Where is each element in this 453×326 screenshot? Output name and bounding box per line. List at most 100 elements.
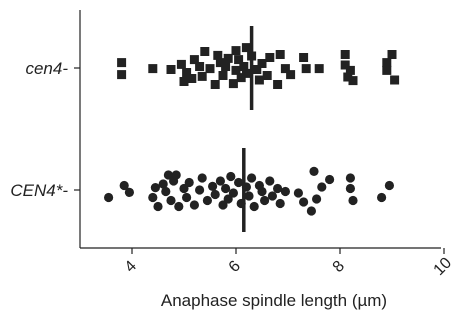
data-point-square <box>231 65 241 75</box>
data-point-circle <box>182 192 192 203</box>
data-point-circle <box>273 183 283 194</box>
data-point-circle <box>161 186 171 197</box>
data-point-circle <box>275 198 285 209</box>
data-point-circle <box>150 183 160 193</box>
data-point-circle <box>163 170 173 180</box>
data-point-circle <box>317 182 327 192</box>
data-point-square <box>390 75 400 85</box>
data-point-circle <box>153 201 163 212</box>
data-point-square <box>273 80 283 89</box>
data-point-square <box>314 64 324 74</box>
data-point-circle <box>348 195 358 206</box>
data-point-square <box>252 65 262 74</box>
data-point-square <box>340 50 350 59</box>
data-point-circle <box>184 177 194 188</box>
data-point-circle <box>309 166 319 176</box>
data-point-circle <box>345 183 355 194</box>
data-point-square <box>345 65 355 75</box>
data-point-square <box>254 75 264 85</box>
data-point-square <box>228 79 238 89</box>
data-point-circle <box>267 191 277 201</box>
data-point-circle <box>124 187 134 197</box>
x-tick-label: 6 <box>226 258 244 276</box>
data-point-square <box>286 70 296 80</box>
data-point-square <box>187 74 197 83</box>
data-point-circle <box>208 181 218 191</box>
data-point-square <box>236 73 246 83</box>
data-point-square <box>200 47 210 56</box>
data-point-circle <box>189 200 199 210</box>
data-point-circle <box>234 177 244 188</box>
data-point-square <box>301 64 311 74</box>
y-tick-label: cen4- <box>25 59 68 78</box>
data-point-circle <box>249 201 259 212</box>
data-point-circle <box>293 188 303 198</box>
data-point-square <box>205 64 215 74</box>
data-point-square <box>275 50 285 59</box>
data-point-circle <box>158 179 168 189</box>
data-point-circle <box>377 192 387 203</box>
data-point-circle <box>345 173 355 183</box>
data-point-square <box>348 76 358 86</box>
data-point-circle <box>218 200 228 210</box>
data-point-square <box>197 71 207 81</box>
data-point-circle <box>247 173 257 183</box>
data-point-circle <box>226 171 236 182</box>
data-point-circle <box>221 183 231 194</box>
data-point-square <box>234 55 244 65</box>
data-point-square <box>223 53 233 63</box>
data-point-circle <box>171 170 181 180</box>
data-point-square <box>210 80 220 89</box>
data-point-square <box>117 70 127 80</box>
data-point-circle <box>215 176 225 186</box>
data-point-square <box>176 59 186 69</box>
data-points <box>104 43 400 216</box>
data-point-square <box>387 50 397 59</box>
data-point-square <box>213 50 223 60</box>
data-point-circle <box>197 173 207 183</box>
data-point-circle <box>244 191 254 201</box>
data-point-circle <box>166 195 176 206</box>
data-point-circle <box>325 174 335 185</box>
data-point-circle <box>119 180 129 191</box>
data-point-square <box>280 64 290 74</box>
axes <box>79 10 441 249</box>
data-point-square <box>299 53 309 62</box>
data-point-square <box>382 58 392 68</box>
data-point-circle <box>195 185 205 195</box>
data-point-square <box>148 64 158 74</box>
data-point-square <box>182 68 192 77</box>
data-point-square <box>382 65 392 75</box>
data-point-square <box>262 71 272 80</box>
data-point-square <box>257 59 267 68</box>
data-point-circle <box>257 186 267 197</box>
data-point-circle <box>312 194 322 204</box>
data-point-square <box>215 58 225 68</box>
x-tick-label: 4 <box>122 258 140 276</box>
data-point-circle <box>306 206 316 216</box>
data-point-circle <box>174 201 184 212</box>
data-point-circle <box>265 176 275 186</box>
data-point-circle <box>223 194 233 204</box>
median-lines <box>242 26 254 232</box>
y-axis-ticks: cen4- CEN4*- <box>10 59 80 200</box>
data-point-square <box>340 60 350 70</box>
data-point-square <box>195 62 205 71</box>
data-point-square <box>265 53 275 62</box>
data-point-circle <box>148 192 158 203</box>
data-point-circle <box>104 192 114 203</box>
data-point-square <box>166 65 176 74</box>
x-axis-label: Anaphase spindle length (µm) <box>161 291 387 310</box>
data-point-circle <box>210 189 220 200</box>
data-point-square <box>239 62 249 71</box>
data-point-square <box>241 68 251 78</box>
data-point-square <box>179 77 189 86</box>
data-point-square <box>343 72 353 82</box>
data-point-circle <box>202 195 212 206</box>
data-point-circle <box>228 188 238 198</box>
y-tick-label: CEN4*- <box>10 181 68 200</box>
data-point-square <box>241 43 251 53</box>
data-point-circle <box>299 197 309 207</box>
